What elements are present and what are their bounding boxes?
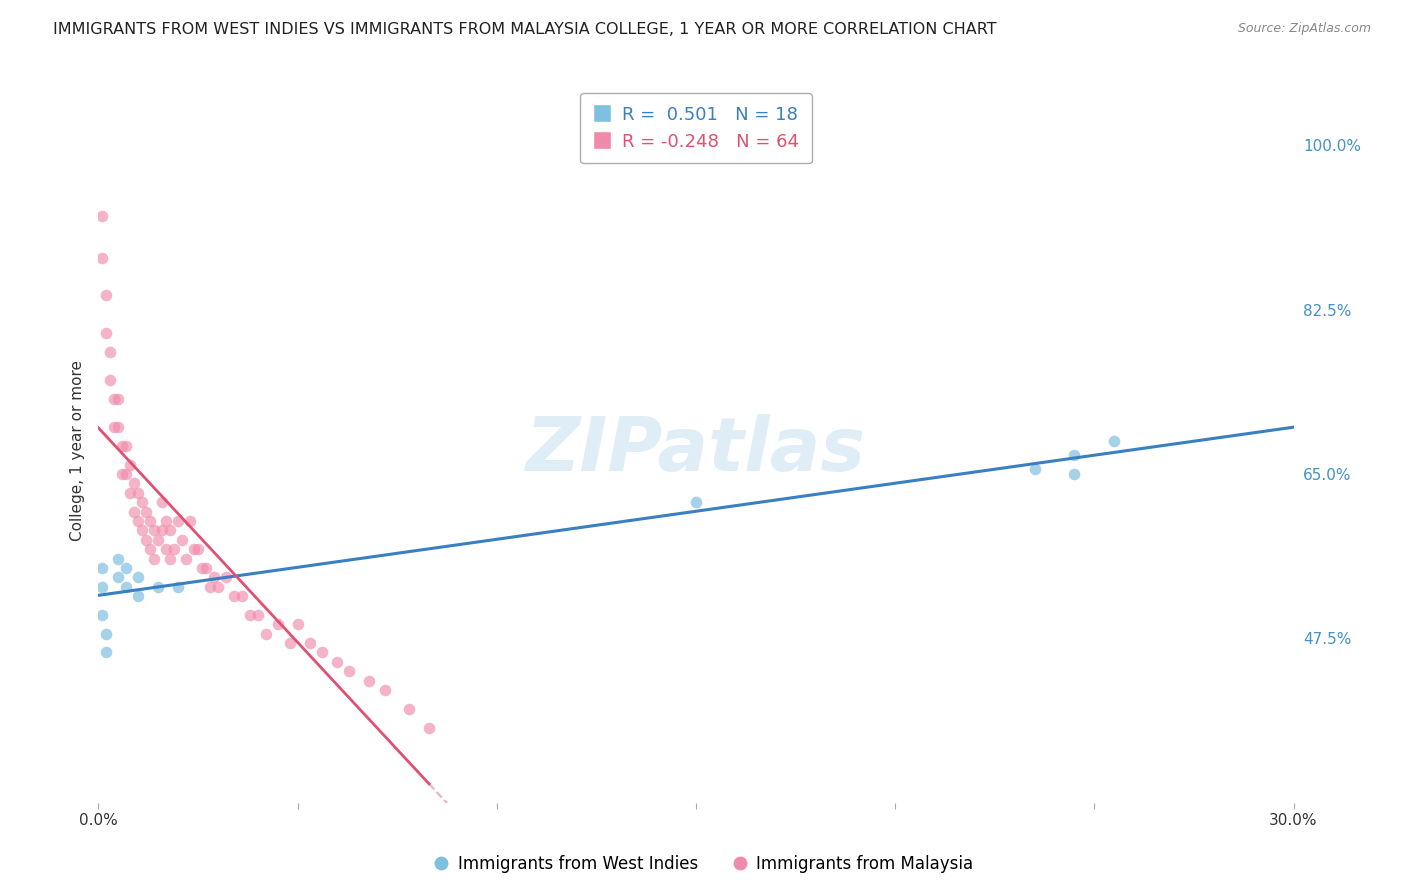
Point (311, 645, 333, 659)
Point (98, 373, 122, 387)
Point (148, 580, 170, 594)
Point (167, 580, 190, 594)
Point (115, 580, 138, 594)
Point (1063, 448, 1085, 462)
Point (91, 561, 114, 575)
Point (163, 542, 186, 557)
Point (172, 533, 194, 547)
Point (96, 288, 118, 302)
Point (215, 570, 238, 584)
Point (195, 561, 218, 575)
Point (107, 420, 129, 434)
Point (96, 626, 118, 640)
Point (150, 495, 173, 509)
Point (143, 524, 166, 538)
Point (1063, 467, 1085, 481)
Point (131, 495, 153, 509)
Point (298, 636, 321, 650)
Point (159, 524, 181, 538)
Point (91, 209, 114, 223)
Point (115, 467, 138, 481)
Legend: Immigrants from West Indies, Immigrants from Malaysia: Immigrants from West Indies, Immigrants … (426, 848, 980, 880)
Text: Source: ZipAtlas.com: Source: ZipAtlas.com (1237, 22, 1371, 36)
Point (254, 626, 277, 640)
Point (183, 542, 205, 557)
Point (98, 344, 122, 359)
Point (326, 655, 349, 669)
Point (127, 514, 149, 528)
Point (191, 561, 214, 575)
Point (120, 485, 142, 500)
Y-axis label: College, 1 year or more: College, 1 year or more (69, 360, 84, 541)
Point (239, 607, 262, 622)
Point (398, 702, 420, 716)
Point (91, 607, 114, 622)
Point (135, 504, 157, 518)
Point (127, 485, 149, 500)
Text: ZIPatlas: ZIPatlas (526, 414, 866, 487)
Point (179, 514, 201, 528)
Point (155, 542, 177, 557)
Point (287, 617, 309, 632)
Point (135, 533, 157, 547)
Point (155, 514, 177, 528)
Point (120, 458, 142, 472)
Point (127, 589, 149, 603)
Point (418, 721, 440, 735)
Point (198, 580, 221, 594)
Point (96, 645, 118, 659)
Text: IMMIGRANTS FROM WEST INDIES VS IMMIGRANTS FROM MALAYSIA COLLEGE, 1 YEAR OR MORE : IMMIGRANTS FROM WEST INDIES VS IMMIGRANT… (53, 22, 997, 37)
Point (339, 665, 361, 679)
Point (127, 570, 149, 584)
Point (685, 495, 707, 509)
Point (202, 570, 225, 584)
Point (107, 392, 129, 406)
Point (278, 636, 301, 650)
Point (124, 504, 146, 518)
Point (107, 570, 129, 584)
Point (374, 683, 396, 698)
Point (167, 514, 190, 528)
Point (267, 617, 290, 632)
Point (207, 580, 229, 594)
Point (139, 514, 162, 528)
Point (231, 589, 253, 603)
Point (115, 561, 138, 575)
Legend: R =  0.501   N = 18, R = -0.248   N = 64: R = 0.501 N = 18, R = -0.248 N = 64 (581, 93, 811, 163)
Point (359, 673, 381, 688)
Point (111, 439, 134, 453)
Point (124, 476, 146, 491)
Point (187, 542, 209, 557)
Point (174, 551, 197, 566)
Point (222, 589, 245, 603)
Point (150, 524, 173, 538)
Point (1104, 434, 1126, 448)
Point (96, 326, 118, 340)
Point (148, 533, 170, 547)
Point (139, 542, 162, 557)
Point (91, 251, 114, 265)
Point (246, 607, 269, 622)
Point (143, 551, 166, 566)
Point (103, 420, 125, 434)
Point (91, 580, 114, 594)
Point (103, 392, 125, 406)
Point (107, 551, 129, 566)
Point (131, 524, 153, 538)
Point (111, 467, 134, 481)
Point (1024, 462, 1046, 476)
Point (159, 551, 181, 566)
Point (115, 439, 138, 453)
